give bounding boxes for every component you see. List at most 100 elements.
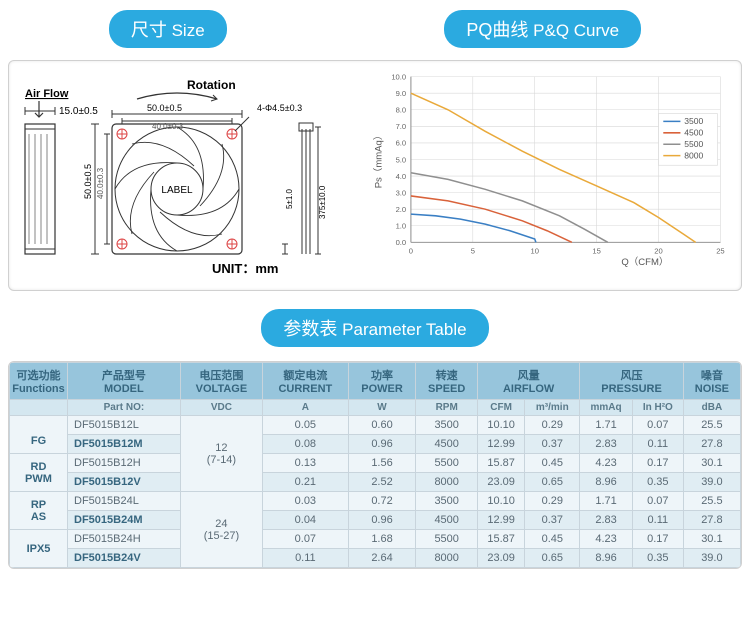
data-cell: 25.5 (683, 416, 740, 435)
col-head: 噪音NOISE (683, 363, 740, 400)
data-cell: 4.23 (580, 454, 633, 473)
data-cell: 8.96 (580, 549, 633, 568)
data-cell: 2.64 (348, 549, 416, 568)
volt-cell: 24(15-27) (180, 492, 262, 568)
func-cell: IPX5 (10, 530, 68, 568)
svg-text:6.0: 6.0 (396, 139, 407, 148)
col-sub: W (348, 400, 416, 416)
dim-cg: 5±1.0 (285, 188, 294, 209)
func-cell: FG (10, 416, 68, 454)
size-en: Size (172, 21, 205, 40)
data-cell: 4500 (416, 511, 478, 530)
svg-text:4.0: 4.0 (396, 172, 407, 181)
data-cell: 30.1 (683, 454, 740, 473)
col-sub: RPM (416, 400, 478, 416)
table-row: DF5015B24V0.112.64800023.090.658.960.353… (10, 549, 741, 568)
data-cell: 0.37 (525, 511, 580, 530)
data-cell: 15.87 (477, 454, 524, 473)
svg-text:3500: 3500 (684, 116, 703, 126)
dim-depth: 15.0±0.5 (59, 106, 98, 117)
col-sub: CFM (477, 400, 524, 416)
data-cell: 0.17 (632, 454, 683, 473)
data-cell: 39.0 (683, 549, 740, 568)
data-cell: 3500 (416, 416, 478, 435)
model-cell: DF5015B12M (68, 435, 181, 454)
data-cell: 1.56 (348, 454, 416, 473)
svg-text:3.0: 3.0 (396, 188, 407, 197)
data-cell: 1.71 (580, 416, 633, 435)
data-cell: 4.23 (580, 530, 633, 549)
data-cell: 8.96 (580, 473, 633, 492)
param-en: Parameter Table (342, 320, 466, 339)
svg-text:15: 15 (592, 247, 600, 256)
dim-w: 50.0±0.5 (147, 103, 182, 113)
col-head: 电压范围VOLTAGE (180, 363, 262, 400)
data-cell: 27.8 (683, 435, 740, 454)
data-cell: 39.0 (683, 473, 740, 492)
col-sub: Part NO: (68, 400, 181, 416)
unit-label: UNIT：mm (212, 261, 278, 276)
table-row: DF5015B12M0.080.96450012.990.372.830.112… (10, 435, 741, 454)
svg-text:5.0: 5.0 (396, 155, 407, 164)
data-cell: 0.17 (632, 530, 683, 549)
table-row: IPX5DF5015B24H0.071.68550015.870.454.230… (10, 530, 741, 549)
model-cell: DF5015B24L (68, 492, 181, 511)
svg-text:0: 0 (409, 247, 413, 256)
func-cell: RDPWM (10, 454, 68, 492)
data-cell: 2.83 (580, 435, 633, 454)
table-row: FGDF5015B12L12(7-14)0.050.60350010.100.2… (10, 416, 741, 435)
data-cell: 1.68 (348, 530, 416, 549)
data-cell: 0.96 (348, 511, 416, 530)
model-cell: DF5015B12V (68, 473, 181, 492)
col-head: 风压PRESSURE (580, 363, 684, 400)
table-row: RPASDF5015B24L24(15-27)0.030.72350010.10… (10, 492, 741, 511)
data-cell: 0.08 (263, 435, 349, 454)
pq-chart: 0.01.02.03.04.05.06.07.08.09.010.0051015… (365, 69, 733, 282)
dim-cl: 375±10.0 (318, 185, 327, 219)
svg-text:8000: 8000 (684, 151, 703, 161)
data-cell: 23.09 (477, 473, 524, 492)
data-cell: 0.35 (632, 473, 683, 492)
model-cell: DF5015B12L (68, 416, 181, 435)
col-head: 可选功能Functions (10, 363, 68, 400)
rotation-label: Rotation (187, 78, 236, 92)
svg-text:Ps（mmAq）: Ps（mmAq） (372, 131, 384, 189)
svg-text:8.0: 8.0 (396, 106, 407, 115)
size-header: 尺寸 Size (109, 10, 227, 48)
svg-text:5: 5 (471, 247, 475, 256)
col-sub: VDC (180, 400, 262, 416)
data-cell: 5500 (416, 454, 478, 473)
data-cell: 0.60 (348, 416, 416, 435)
data-cell: 0.65 (525, 549, 580, 568)
table-row: DF5015B24M0.040.96450012.990.372.830.112… (10, 511, 741, 530)
svg-text:1.0: 1.0 (396, 222, 407, 231)
svg-text:2.0: 2.0 (396, 205, 407, 214)
data-cell: 0.11 (632, 511, 683, 530)
dim-wi: 40.0±0.3 (152, 122, 184, 131)
curve-cn: PQ曲线 (466, 20, 528, 40)
col-head: 产品型号MODEL (68, 363, 181, 400)
curve-en: P&Q Curve (533, 21, 619, 40)
size-diagram: Air Flow 15.0±0.5 LABEL (17, 69, 357, 282)
size-cn: 尺寸 (131, 20, 167, 40)
svg-text:5500: 5500 (684, 139, 703, 149)
data-cell: 8000 (416, 473, 478, 492)
header-row: 尺寸 Size PQ曲线 P&Q Curve (0, 0, 750, 60)
svg-text:10.0: 10.0 (391, 72, 406, 81)
model-cell: DF5015B24M (68, 511, 181, 530)
data-cell: 0.45 (525, 530, 580, 549)
col-sub: dBA (683, 400, 740, 416)
volt-cell: 12(7-14) (180, 416, 262, 492)
data-cell: 0.07 (263, 530, 349, 549)
data-cell: 0.21 (263, 473, 349, 492)
data-cell: 12.99 (477, 435, 524, 454)
data-cell: 0.05 (263, 416, 349, 435)
param-header-row: 参数表 Parameter Table (0, 291, 750, 361)
data-cell: 0.35 (632, 549, 683, 568)
dim-hole: 4-Φ4.5±0.3 (257, 103, 302, 113)
param-table-wrap: 可选功能Functions产品型号MODEL电压范围VOLTAGE额定电流CUR… (8, 361, 742, 569)
svg-text:25: 25 (716, 247, 724, 256)
data-cell: 0.96 (348, 435, 416, 454)
data-cell: 2.83 (580, 511, 633, 530)
data-cell: 0.11 (632, 435, 683, 454)
